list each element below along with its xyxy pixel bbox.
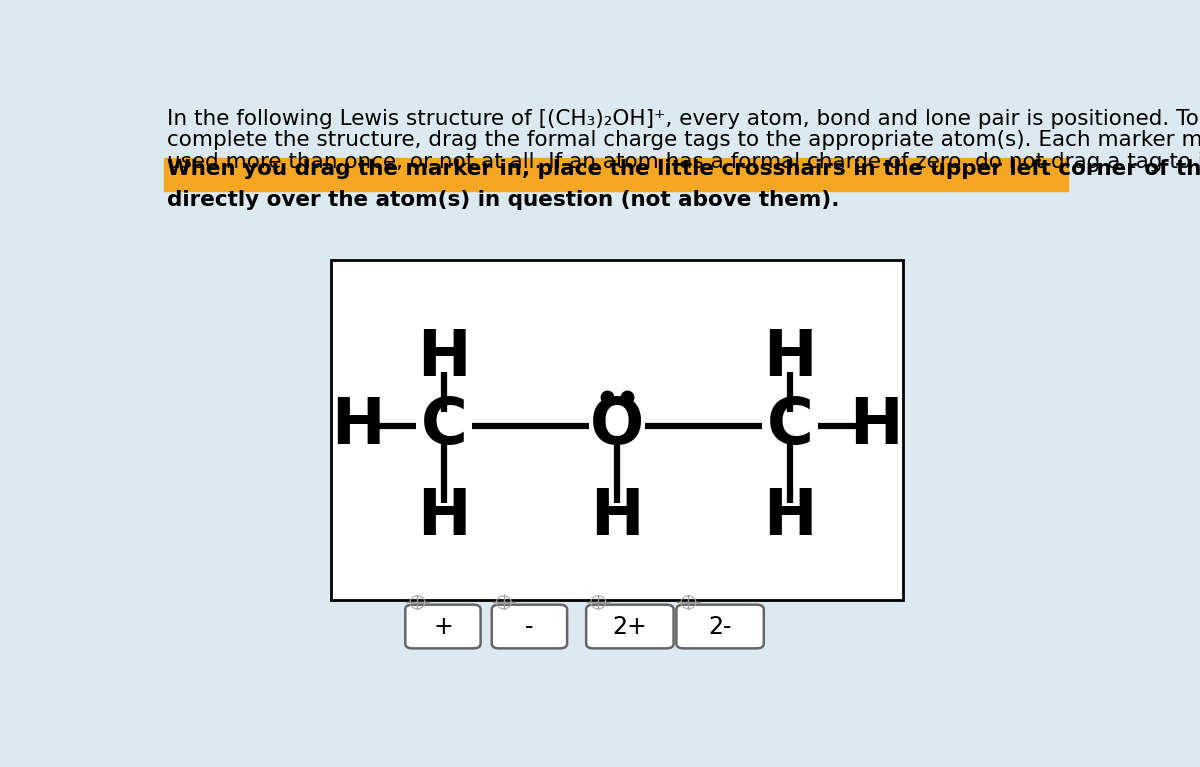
FancyBboxPatch shape bbox=[331, 260, 904, 600]
Text: H: H bbox=[418, 327, 470, 389]
Text: 2+: 2+ bbox=[612, 614, 647, 638]
Text: H: H bbox=[763, 327, 816, 389]
Text: H: H bbox=[763, 486, 816, 548]
Text: H: H bbox=[331, 395, 384, 456]
Text: C: C bbox=[767, 395, 814, 456]
Text: directly over the atom(s) in question (not above them).: directly over the atom(s) in question (n… bbox=[167, 190, 839, 210]
Bar bbox=[164, 157, 1068, 191]
Text: -: - bbox=[526, 614, 534, 638]
FancyBboxPatch shape bbox=[677, 604, 763, 648]
Text: used more than once, or not at all. If an atom has a formal charge of zero, do n: used more than once, or not at all. If a… bbox=[167, 153, 1200, 173]
FancyBboxPatch shape bbox=[406, 604, 481, 648]
Text: H: H bbox=[418, 486, 470, 548]
Text: When you drag the marker in, place the little crosshairs in the upper left corne: When you drag the marker in, place the l… bbox=[167, 160, 1200, 179]
Text: H: H bbox=[590, 486, 643, 548]
FancyBboxPatch shape bbox=[586, 604, 673, 648]
FancyBboxPatch shape bbox=[492, 604, 568, 648]
Text: O: O bbox=[589, 395, 644, 456]
Text: H: H bbox=[850, 395, 904, 456]
Text: complete the structure, drag the formal charge tags to the appropriate atom(s). : complete the structure, drag the formal … bbox=[167, 130, 1200, 150]
Text: +: + bbox=[433, 614, 452, 638]
Text: 2-: 2- bbox=[708, 614, 732, 638]
Text: C: C bbox=[420, 395, 467, 456]
Text: In the following Lewis structure of [(CH₃)₂OH]⁺, every atom, bond and lone pair : In the following Lewis structure of [(CH… bbox=[167, 109, 1199, 129]
